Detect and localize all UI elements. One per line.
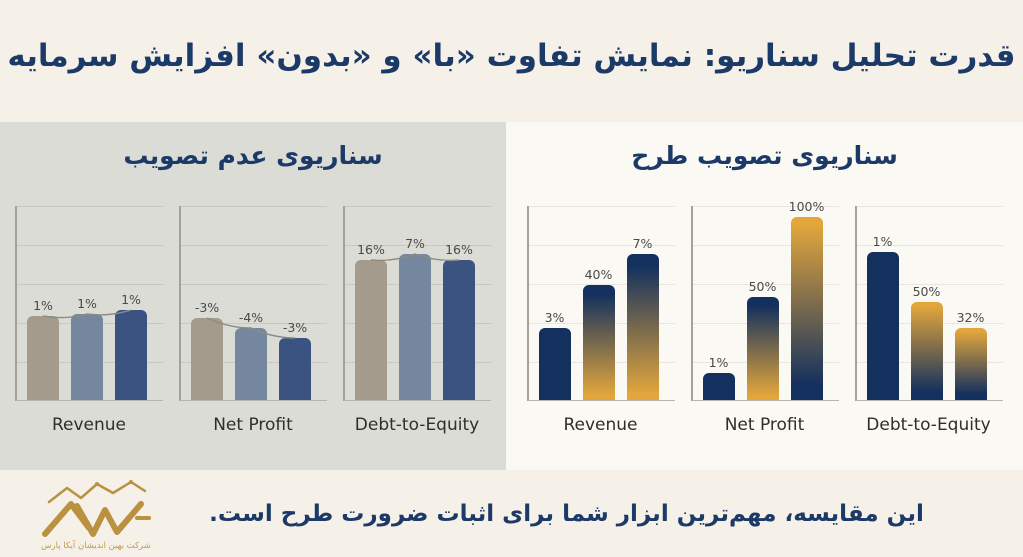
gridline xyxy=(856,206,1003,207)
gridline xyxy=(17,245,163,246)
logo-subtext: شرکت بهین اندیشان آیکا پارس xyxy=(41,541,151,551)
category-label-net-profit: Net Profit xyxy=(724,415,805,435)
logo-monogram-icon xyxy=(42,480,151,537)
category-label-revenue: Revenue xyxy=(51,415,127,435)
bar-value-label: 1% xyxy=(872,234,893,249)
bar-net-profit-3 xyxy=(279,338,311,400)
bar-debt-to-equity-2 xyxy=(399,254,431,400)
bar-value-label: 1% xyxy=(77,296,97,311)
bar-value-label: 16% xyxy=(445,242,473,257)
bar-value-label: 1% xyxy=(708,355,729,370)
panel-no-approval: سناریوی عدم تصویب 1% 1% 1% Revenue -3% -4% -3%… xyxy=(0,122,506,470)
gridline xyxy=(181,206,327,207)
mini-chart-net-profit: -3% -4% -3% Net Profit xyxy=(179,206,327,435)
bar-debt-to-equity-1 xyxy=(866,252,899,400)
bar-net-profit-2 xyxy=(235,328,267,400)
category-label-debt-to-equity: Debt-to-Equity xyxy=(866,415,991,435)
bar-value-label: 32% xyxy=(956,310,985,325)
gridline xyxy=(856,245,1003,246)
gridline xyxy=(17,206,163,207)
bar-revenue-3 xyxy=(626,254,659,400)
bar-value-label: 7% xyxy=(405,236,425,251)
scenario-panels: سناریوی عدم تصویب 1% 1% 1% Revenue -3% -4% -3%… xyxy=(0,122,1023,470)
charts-row-no-approval: 1% 1% 1% Revenue -3% -4% -3% Net Profit 16% 7% 16%… xyxy=(0,206,506,435)
plot-area: 1% 50% 100% xyxy=(690,199,839,401)
gridline xyxy=(181,245,327,246)
bar-debt-to-equity-3 xyxy=(954,328,987,400)
bar-net-profit-1 xyxy=(191,318,223,400)
footer-caption: این مقایسه، مهم‌ترین ابزار شما برای اثبا… xyxy=(209,500,924,527)
bar-value-label: 50% xyxy=(912,284,941,299)
gridline xyxy=(692,245,839,246)
bar-net-profit-1 xyxy=(702,373,735,400)
plot-area: 3% 40% 7% xyxy=(526,206,675,401)
bar-net-profit-2 xyxy=(746,297,779,400)
gridline xyxy=(528,284,675,285)
gridline xyxy=(181,284,327,285)
panel-title-no-approval: سناریوی عدم تصویب xyxy=(123,141,383,170)
bar-revenue-3 xyxy=(115,310,147,400)
bar-revenue-2 xyxy=(582,285,615,400)
bar-value-label: 16% xyxy=(357,242,385,257)
bar-value-label: -3% xyxy=(282,320,308,335)
gridline xyxy=(345,245,491,246)
plot-area: -3% -4% -3% xyxy=(179,206,327,401)
bar-value-label: 40% xyxy=(584,267,613,282)
bar-net-profit-3 xyxy=(790,217,823,400)
mini-chart-revenue: 1% 1% 1% Revenue xyxy=(15,206,163,435)
category-label-revenue: Revenue xyxy=(563,415,638,435)
gridline xyxy=(17,284,163,285)
mini-chart-revenue: 3% 40% 7% Revenue xyxy=(526,206,675,435)
bar-value-label: -3% xyxy=(194,300,220,315)
mini-chart-debt-to-equity: 1% 50% 32% Debt-to-Equity xyxy=(854,206,1003,435)
bar-revenue-1 xyxy=(27,316,59,400)
gridline xyxy=(692,206,839,207)
bar-debt-to-equity-2 xyxy=(910,302,943,400)
mini-chart-net-profit: 1% 50% 100% Net Profit xyxy=(690,199,839,435)
mini-chart-debt-to-equity: 16% 7% 16% Debt-to-Equity xyxy=(343,206,491,435)
category-label-net-profit: Net Profit xyxy=(213,415,293,435)
company-logo: شرکت بهین اندیشان آیکا پارس xyxy=(0,476,170,551)
gridline xyxy=(692,284,839,285)
bar-revenue-1 xyxy=(538,328,571,400)
plot-area: 16% 7% 16% xyxy=(343,206,491,401)
category-label-debt-to-equity: Debt-to-Equity xyxy=(354,415,480,435)
panel-title-approval: سناریوی تصویب طرح xyxy=(631,141,898,170)
page-title: قدرت تحلیل سناریو: نمایش تفاوت «با» و «ب… xyxy=(7,38,1016,74)
plot-area: 1% 1% 1% xyxy=(15,206,163,401)
bar-value-label: 100% xyxy=(788,199,825,214)
gridline xyxy=(345,206,491,207)
bar-value-label: 3% xyxy=(544,310,565,325)
gridline xyxy=(856,284,1003,285)
bar-value-label: -4% xyxy=(238,310,264,325)
panel-approval: سناریوی تصویب طرح 3% 40% 7% Revenue 1% 50% 100… xyxy=(506,122,1023,470)
gridline xyxy=(528,245,675,246)
plot-area: 1% 50% 32% xyxy=(854,206,1003,401)
bar-debt-to-equity-1 xyxy=(355,260,387,400)
gridline xyxy=(528,206,675,207)
bar-debt-to-equity-3 xyxy=(443,260,475,400)
bar-value-label: 7% xyxy=(632,236,653,251)
bar-value-label: 1% xyxy=(33,298,53,313)
footer: شرکت بهین اندیشان آیکا پارس این مقایسه، … xyxy=(0,470,1023,557)
charts-row-approval: 3% 40% 7% Revenue 1% 50% 100% Net Profit 1% 50% 32… xyxy=(506,199,1023,435)
bar-revenue-2 xyxy=(71,314,103,400)
bar-value-label: 1% xyxy=(121,292,141,307)
bar-value-label: 50% xyxy=(748,279,777,294)
